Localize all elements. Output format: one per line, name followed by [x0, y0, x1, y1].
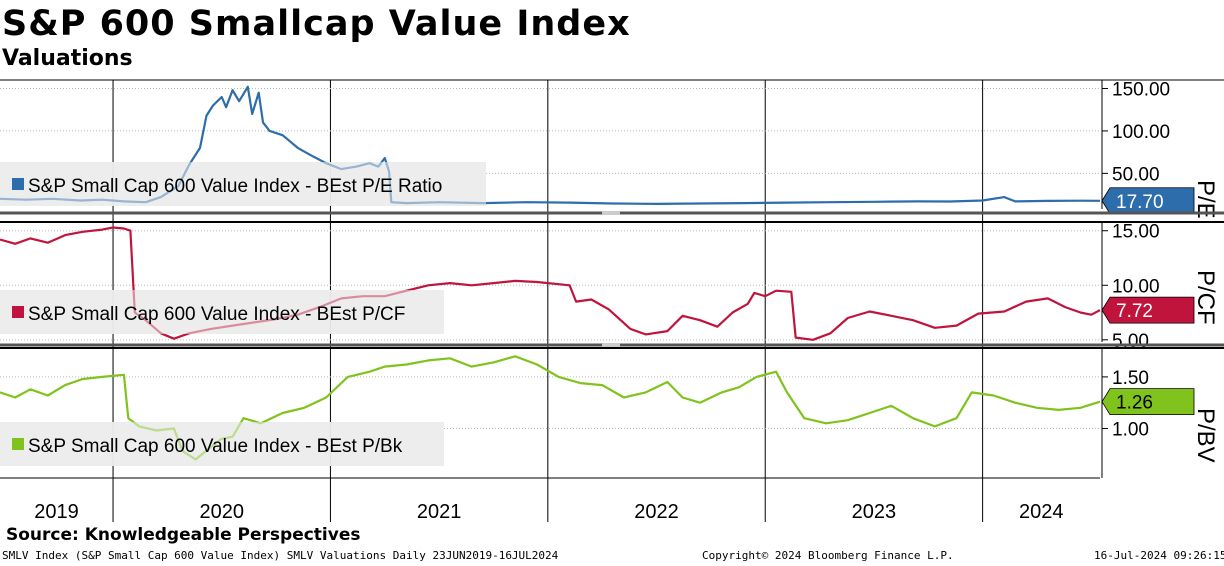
legend-overlay: [0, 422, 444, 466]
x-tick-label: 2022: [634, 501, 679, 523]
legend-swatch: [12, 178, 24, 190]
copyright-note: Copyright© 2024 Bloomberg Finance L.P.: [702, 549, 954, 562]
source-note: Source: Knowledgeable Perspectives: [6, 525, 361, 545]
timestamp: 16-Jul-2024 09:26:15: [1094, 549, 1224, 562]
legend-label: S&P Small Cap 600 Value Index - BEst P/E…: [28, 176, 442, 197]
chart-subtitle: Valuations: [2, 46, 133, 71]
last-value-tag: [1101, 296, 1195, 324]
legend-overlay: [0, 290, 444, 334]
x-tick-label: 2021: [417, 501, 462, 523]
y-tick-label: 10.00: [1112, 276, 1160, 297]
x-tick-label: 2019: [34, 501, 79, 523]
x-tick-label: 2020: [199, 501, 244, 523]
y-tick-label: 1.50: [1112, 368, 1149, 389]
y-tick-label: 5.00: [1112, 331, 1149, 352]
security-description: SMLV Index (S&P Small Cap 600 Value Inde…: [2, 549, 559, 562]
y-tick-label: 150.00: [1112, 79, 1170, 100]
y-tick-label: 50.00: [1112, 164, 1160, 185]
last-value-tag: [1101, 388, 1195, 416]
last-value-label: 1.26: [1116, 393, 1153, 414]
last-value-label: 7.72: [1116, 301, 1153, 322]
legend-swatch: [12, 438, 24, 450]
separator-grip: [602, 211, 620, 215]
separator-grip: [602, 343, 620, 347]
legend-label: S&P Small Cap 600 Value Index - BEst P/B…: [28, 436, 403, 457]
legend-swatch: [12, 306, 24, 318]
legend-label: S&P Small Cap 600 Value Index - BEst P/C…: [28, 304, 405, 325]
y-axis-title: P/BV: [1192, 408, 1219, 463]
y-tick-label: 15.00: [1112, 222, 1160, 243]
x-tick-label: 2024: [1019, 501, 1064, 523]
last-value-label: 17.70: [1116, 192, 1164, 213]
y-axis-title: P/CF: [1192, 270, 1219, 325]
chart-title: S&P 600 Smallcap Value Index: [2, 4, 631, 44]
y-tick-label: 1.00: [1112, 419, 1149, 440]
legend-overlay: [0, 162, 486, 206]
x-tick-label: 2023: [852, 501, 897, 523]
y-tick-label: 100.00: [1112, 122, 1170, 143]
